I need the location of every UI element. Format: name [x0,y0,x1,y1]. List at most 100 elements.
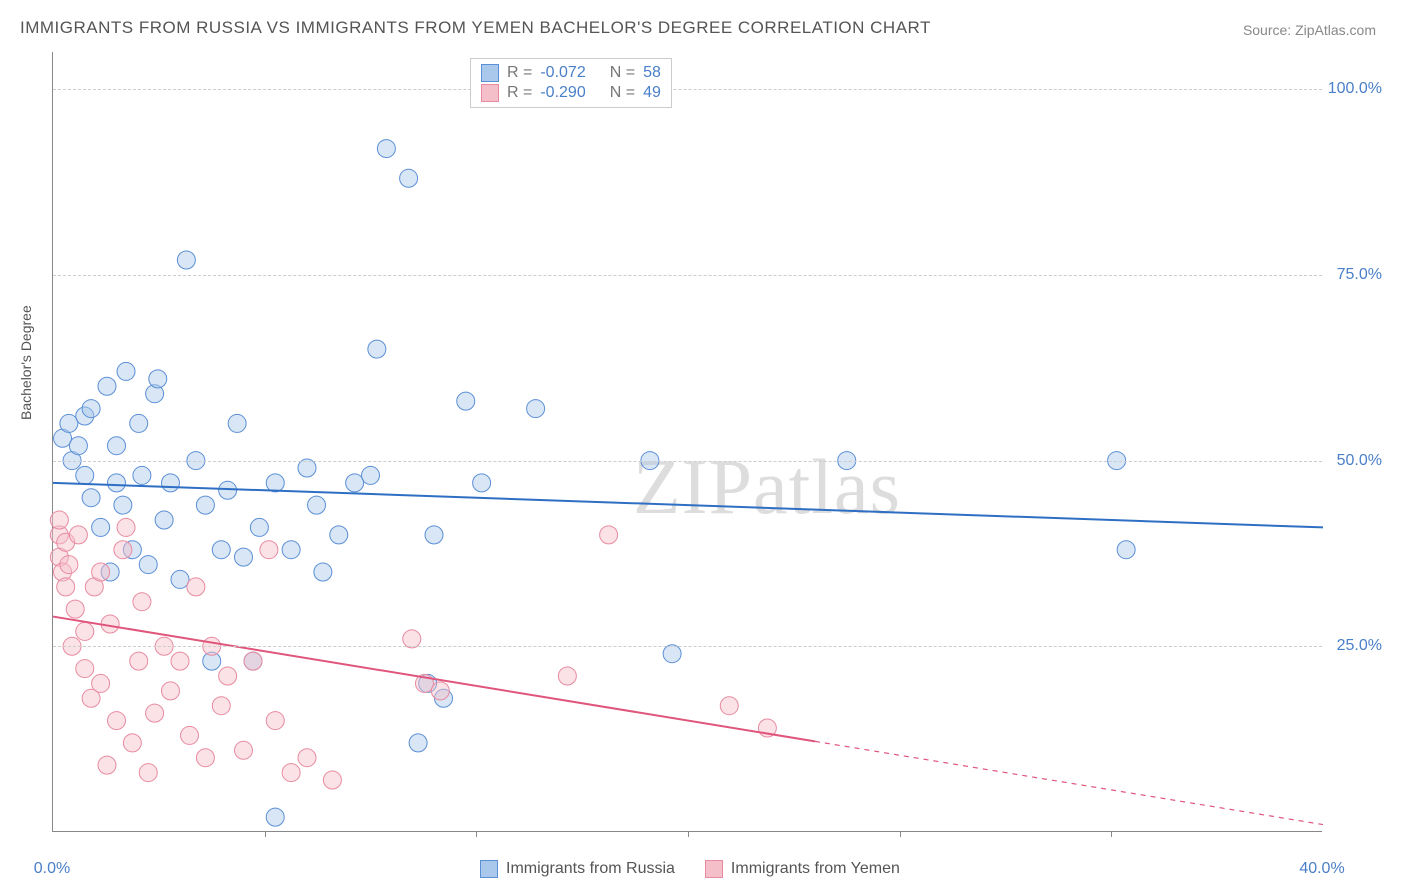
y-tick-label: 50.0% [1337,452,1382,470]
data-point [139,764,157,782]
data-point [117,518,135,536]
legend-series-label: Immigrants from Russia [506,860,675,878]
data-point [330,526,348,544]
data-point [149,370,167,388]
data-point [473,474,491,492]
r-value: -0.072 [540,64,585,82]
data-point [60,414,78,432]
data-point [228,414,246,432]
data-point [139,556,157,574]
x-tick [476,831,477,837]
n-value: 58 [643,64,661,82]
legend-swatch [705,860,723,878]
data-point [76,622,94,640]
r-value: -0.290 [540,84,585,102]
data-point [403,630,421,648]
data-point [108,712,126,730]
trend-line [53,617,815,742]
series-legend: Immigrants from Russia Immigrants from Ye… [480,860,900,878]
data-point [266,474,284,492]
r-label: R = [507,84,532,102]
correlation-legend: R = -0.072 N = 58R = -0.290 N = 49 [470,58,672,108]
x-tick [265,831,266,837]
source-attribution: Source: ZipAtlas.com [1243,22,1376,38]
data-point [69,437,87,455]
plot-area: ZIPatlas [52,52,1322,832]
y-axis-label: Bachelor's Degree [18,305,34,420]
data-point [663,645,681,663]
data-point [161,474,179,492]
gridline [53,461,1322,462]
trend-line [53,483,1323,528]
data-point [362,466,380,484]
data-point [235,741,253,759]
data-point [50,511,68,529]
legend-series-item: Immigrants from Russia [480,860,675,878]
data-point [282,764,300,782]
data-point [82,400,100,418]
r-label: R = [507,64,532,82]
data-point [98,756,116,774]
data-point [260,541,278,559]
data-point [60,556,78,574]
legend-swatch [481,64,499,82]
data-point [323,771,341,789]
legend-correlation-row: R =-0.290N =49 [481,83,661,103]
x-tick [1111,831,1112,837]
data-point [161,682,179,700]
data-point [133,593,151,611]
data-point [76,466,94,484]
data-point [155,511,173,529]
n-label: N = [610,64,635,82]
y-tick-label: 100.0% [1328,80,1382,98]
data-point [425,526,443,544]
data-point [1117,541,1135,559]
data-point [558,667,576,685]
data-point [130,652,148,670]
data-point [298,459,316,477]
legend-series-item: Immigrants from Yemen [705,860,900,878]
data-point [130,414,148,432]
gridline [53,646,1322,647]
data-point [171,570,189,588]
y-tick-label: 25.0% [1337,637,1382,655]
data-point [114,496,132,514]
data-point [457,392,475,410]
data-point [431,682,449,700]
data-point [250,518,268,536]
data-point [196,496,214,514]
legend-swatch [480,860,498,878]
data-point [66,600,84,618]
trend-line-extrapolated [815,741,1323,824]
data-point [177,251,195,269]
x-tick [688,831,689,837]
data-point [108,437,126,455]
data-point [146,704,164,722]
data-point [117,362,135,380]
data-point [282,541,300,559]
data-point [92,563,110,581]
x-tick-label: 0.0% [34,860,70,878]
data-point [187,578,205,596]
data-point [76,660,94,678]
data-point [600,526,618,544]
data-point [377,140,395,158]
data-point [235,548,253,566]
legend-swatch [481,84,499,102]
data-point [114,541,132,559]
data-point [69,526,87,544]
n-value: 49 [643,84,661,102]
data-point [244,652,262,670]
data-point [171,652,189,670]
x-tick [900,831,901,837]
data-point [400,169,418,187]
data-point [219,667,237,685]
data-point [219,481,237,499]
data-point [181,726,199,744]
legend-correlation-row: R = -0.072 N = 58 [481,63,661,83]
data-point [212,541,230,559]
gridline [53,89,1322,90]
data-point [298,749,316,767]
data-point [123,734,141,752]
gridline [53,275,1322,276]
